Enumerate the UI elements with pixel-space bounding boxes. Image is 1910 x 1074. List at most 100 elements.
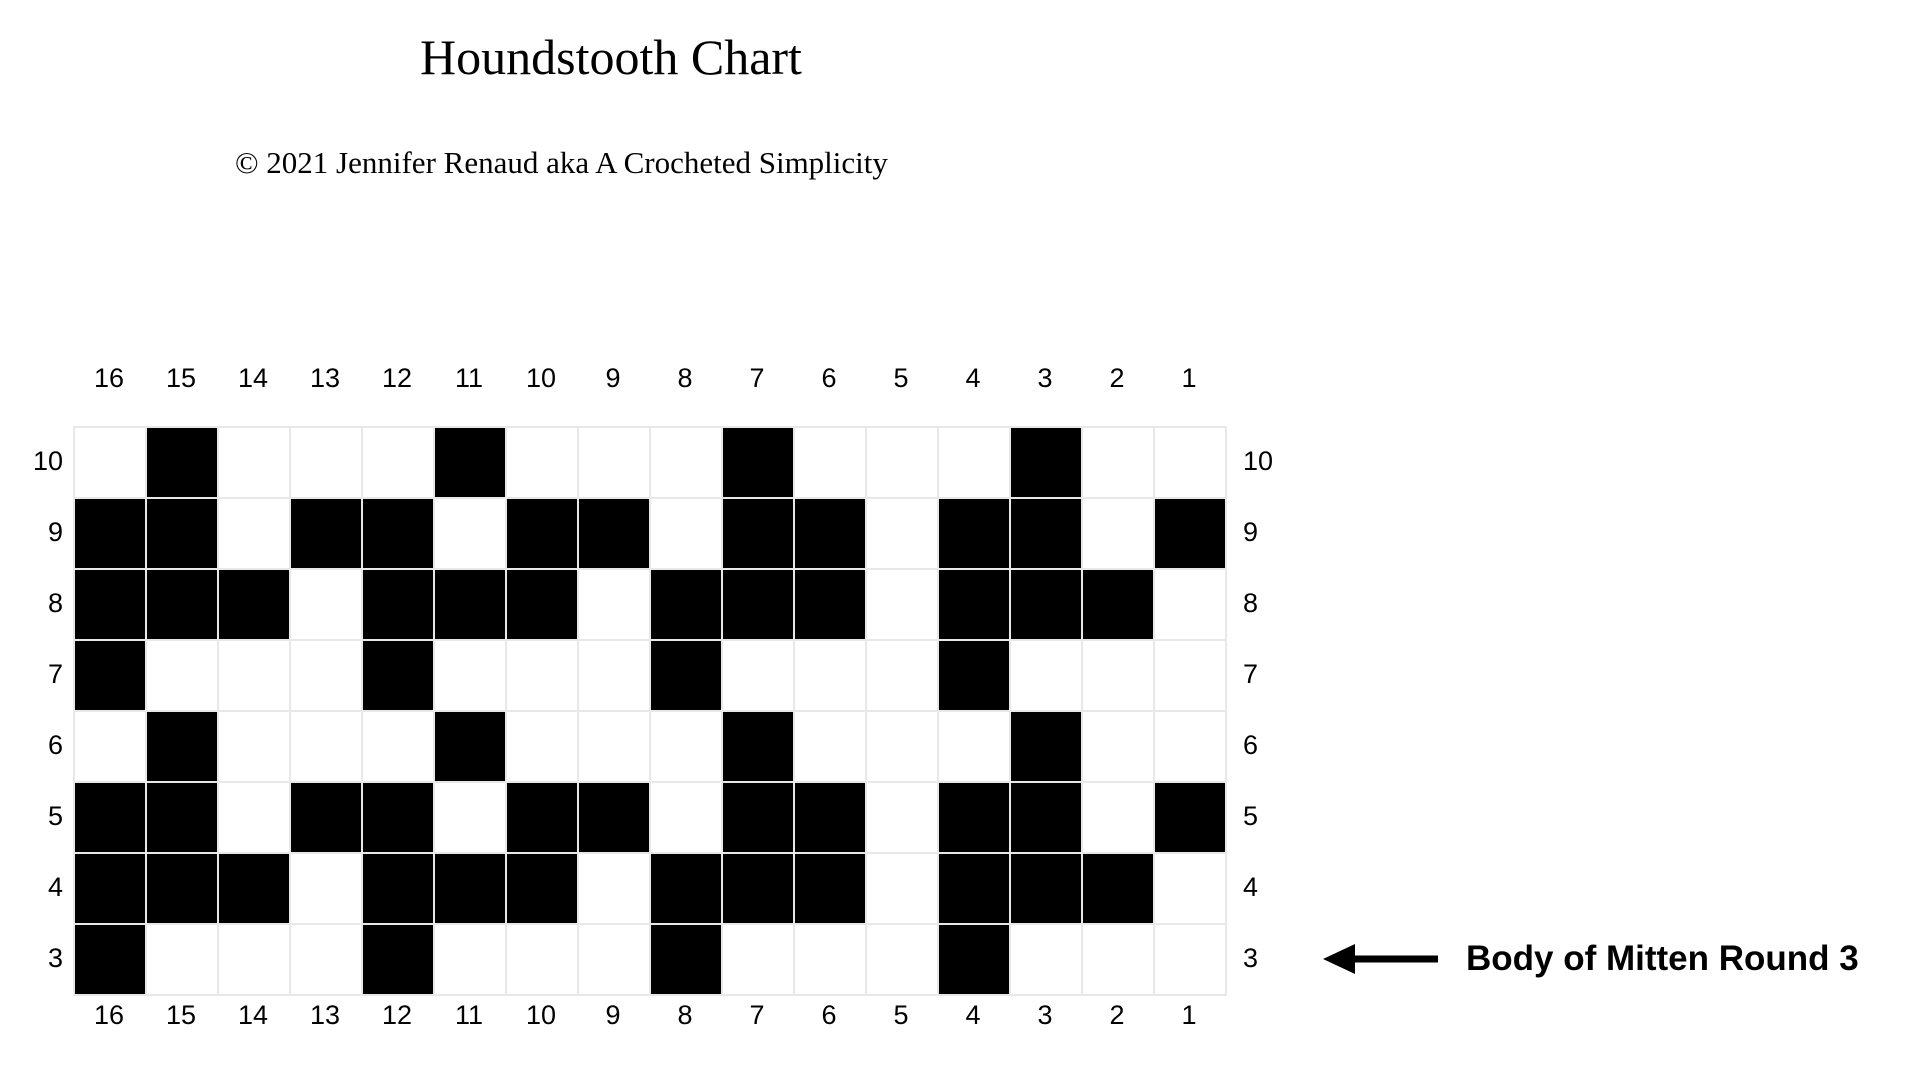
grid-cell [434, 853, 506, 924]
grid-cell [794, 924, 866, 995]
grid-cell [1154, 427, 1226, 498]
grid-cell [434, 640, 506, 711]
grid-cell [74, 427, 146, 498]
grid-cell [218, 782, 290, 853]
grid-cell [1010, 498, 1082, 569]
grid-cell [722, 427, 794, 498]
column-label: 7 [721, 363, 793, 394]
column-label: 3 [1009, 1000, 1081, 1031]
column-label: 6 [793, 363, 865, 394]
grid-cell [74, 782, 146, 853]
column-label: 13 [289, 1000, 361, 1031]
grid-cell [146, 640, 218, 711]
grid-cell [722, 782, 794, 853]
grid-cell [722, 853, 794, 924]
column-label: 16 [73, 1000, 145, 1031]
column-label: 9 [577, 1000, 649, 1031]
grid-cell [74, 711, 146, 782]
grid-cell [434, 711, 506, 782]
column-label: 10 [505, 363, 577, 394]
pixel-grid [73, 426, 1227, 996]
row-label: 5 [0, 781, 63, 852]
column-label: 1 [1153, 1000, 1225, 1031]
grid-cell [1082, 711, 1154, 782]
grid-cell [938, 640, 1010, 711]
grid-cell [74, 853, 146, 924]
grid-cell [1154, 711, 1226, 782]
grid-cell [578, 498, 650, 569]
column-label: 6 [793, 1000, 865, 1031]
grid-cell [866, 427, 938, 498]
grid-cell [362, 853, 434, 924]
grid-cell [506, 853, 578, 924]
grid-cell [794, 853, 866, 924]
grid-cell [218, 569, 290, 640]
grid-cell [362, 640, 434, 711]
grid-cell [866, 924, 938, 995]
row-label: 8 [0, 568, 63, 639]
grid-cell [146, 853, 218, 924]
column-label: 5 [865, 363, 937, 394]
grid-cell [1010, 711, 1082, 782]
grid-cell [1154, 924, 1226, 995]
grid-cell [650, 427, 722, 498]
grid-cell [290, 569, 362, 640]
grid-cell [794, 427, 866, 498]
grid-cell [506, 498, 578, 569]
row-labels-right: 109876543 [1243, 426, 1273, 994]
grid-cell [794, 782, 866, 853]
grid-cell [866, 782, 938, 853]
column-label: 4 [937, 363, 1009, 394]
column-label: 7 [721, 1000, 793, 1031]
grid-cell [218, 640, 290, 711]
grid-cell [1010, 782, 1082, 853]
grid-cell [290, 853, 362, 924]
grid-cell [146, 782, 218, 853]
row-label: 9 [0, 497, 63, 568]
grid-cell [290, 782, 362, 853]
row-label: 4 [1243, 852, 1273, 923]
column-label: 14 [217, 1000, 289, 1031]
row-label: 10 [0, 426, 63, 497]
grid-cell [578, 427, 650, 498]
grid-cell [362, 498, 434, 569]
grid-cell [506, 640, 578, 711]
grid-cell [506, 924, 578, 995]
grid-cell [794, 640, 866, 711]
column-label: 16 [73, 363, 145, 394]
grid-cell [362, 569, 434, 640]
column-label: 15 [145, 363, 217, 394]
page: Houndstooth Chart © 2021 Jennifer Renaud… [0, 0, 1910, 1074]
row-labels-left: 109876543 [0, 426, 63, 994]
grid-cell [1154, 569, 1226, 640]
grid-cell [1082, 427, 1154, 498]
grid-cell [218, 924, 290, 995]
grid-cell [290, 711, 362, 782]
grid-cell [1010, 569, 1082, 640]
grid-cell [1154, 498, 1226, 569]
grid-cell [1082, 498, 1154, 569]
grid-cell [938, 853, 1010, 924]
column-label: 12 [361, 363, 433, 394]
row-label: 8 [1243, 568, 1273, 639]
grid-cell [722, 924, 794, 995]
grid-cell [938, 569, 1010, 640]
grid-cell [146, 498, 218, 569]
row-label: 9 [1243, 497, 1273, 568]
grid-cell [146, 569, 218, 640]
grid-cell [650, 853, 722, 924]
row-label: 3 [1243, 923, 1273, 994]
grid-cell [938, 782, 1010, 853]
grid-cell [866, 711, 938, 782]
column-label: 2 [1081, 363, 1153, 394]
grid-cell [434, 427, 506, 498]
annotation-text: Body of Mitten Round 3 [1466, 939, 1859, 979]
grid-cell [290, 924, 362, 995]
grid-cell [1010, 640, 1082, 711]
grid-cell [866, 640, 938, 711]
grid-cell [74, 498, 146, 569]
grid-cell [74, 640, 146, 711]
row-label: 6 [1243, 710, 1273, 781]
grid-cell [506, 569, 578, 640]
grid-cell [362, 711, 434, 782]
